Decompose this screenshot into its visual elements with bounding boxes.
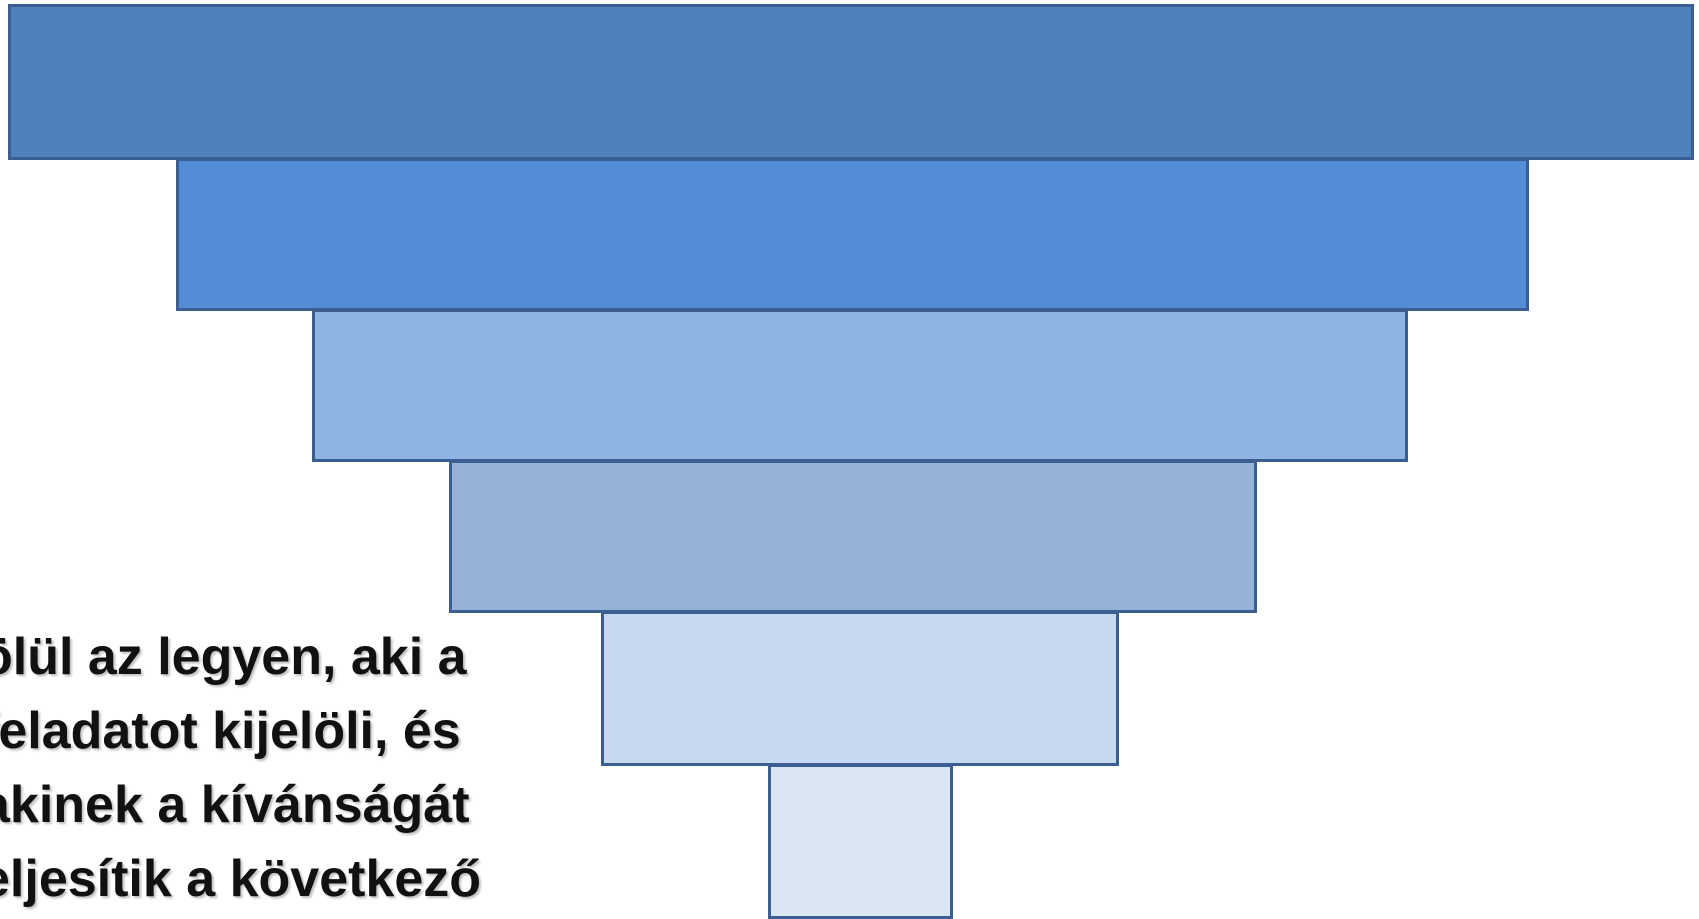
caption-line-1: ölül az legyen, aki a [0,628,467,686]
funnel-level-1 [8,4,1694,160]
caption-line-3: akinek a kívánságát [0,776,470,834]
funnel-level-2 [176,158,1529,311]
funnel-caption-text: ölül az legyen, aki a feladatot kijelöli… [0,620,481,916]
funnel-level-4 [449,460,1257,613]
funnel-level-3 [312,309,1408,462]
caption-line-2: feladatot kijelöli, és [0,702,461,760]
caption-line-4: eljesítik a következő [0,850,482,908]
funnel-level-6 [768,764,953,919]
funnel-level-5 [601,611,1119,766]
